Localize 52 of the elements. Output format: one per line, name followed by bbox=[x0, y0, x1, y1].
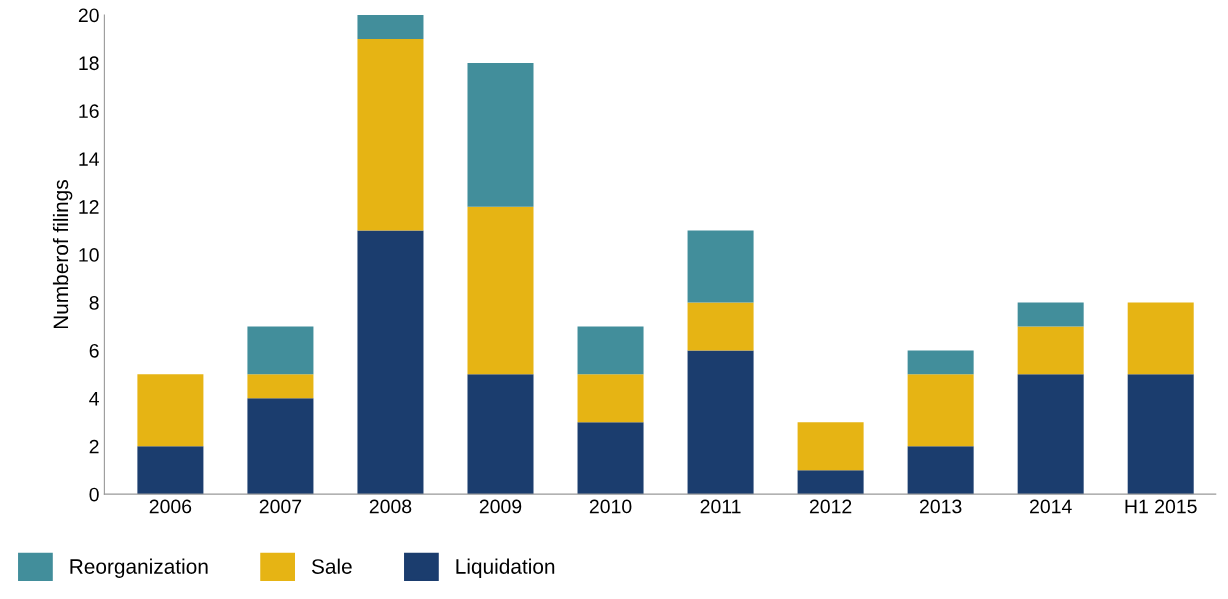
y-tick-label: 2 bbox=[89, 439, 99, 454]
bar bbox=[247, 374, 314, 399]
y-axis-title: Numberof filings bbox=[52, 180, 73, 329]
bar bbox=[467, 206, 534, 375]
x-tick-label: 2010 bbox=[589, 499, 632, 514]
x-tick-label: 2009 bbox=[479, 499, 522, 514]
y-tick-label: 6 bbox=[89, 343, 99, 358]
x-tick-label: 2008 bbox=[369, 499, 412, 514]
bar bbox=[577, 422, 644, 495]
x-tick-label: 2014 bbox=[1030, 499, 1072, 514]
bar bbox=[907, 374, 974, 447]
legend-label: Reorganization bbox=[70, 558, 208, 579]
bar bbox=[137, 446, 204, 495]
bar bbox=[467, 374, 534, 495]
bar bbox=[687, 230, 754, 303]
x-tick-label: 2006 bbox=[149, 499, 192, 514]
bar bbox=[577, 326, 644, 375]
bar bbox=[1017, 326, 1084, 375]
bar bbox=[687, 302, 754, 351]
y-tick-label: 10 bbox=[79, 248, 99, 262]
bar bbox=[1127, 302, 1194, 375]
y-tick-label: 0 bbox=[89, 487, 99, 502]
bar bbox=[247, 398, 314, 495]
x-tick-label: H1 2015 bbox=[1125, 499, 1197, 514]
bar bbox=[357, 230, 424, 495]
bar bbox=[687, 350, 754, 495]
x-tick-label: 2013 bbox=[919, 499, 962, 514]
bar bbox=[1127, 374, 1194, 495]
bar bbox=[797, 422, 864, 471]
x-tick-label: 2012 bbox=[809, 499, 852, 514]
bar bbox=[1017, 302, 1084, 327]
y-tick-label: 12 bbox=[79, 200, 99, 214]
y-tick-label: 20 bbox=[78, 8, 99, 23]
x-tick-label: 2007 bbox=[259, 499, 302, 514]
bar bbox=[247, 326, 314, 375]
y-tick-label: 16 bbox=[79, 104, 99, 119]
bar bbox=[137, 374, 204, 447]
bar bbox=[907, 350, 974, 375]
bar bbox=[907, 446, 974, 495]
bar bbox=[577, 374, 644, 423]
bar bbox=[1017, 374, 1084, 495]
bar bbox=[357, 14, 424, 39]
legend-label: Liquidation bbox=[456, 558, 555, 579]
y-tick-label: 4 bbox=[89, 392, 99, 406]
bar bbox=[797, 470, 864, 495]
bar bbox=[357, 38, 424, 231]
y-tick-label: 14 bbox=[79, 152, 99, 166]
legend-label: Sale bbox=[311, 558, 352, 574]
y-tick-label: 8 bbox=[89, 295, 99, 310]
bar bbox=[467, 62, 534, 207]
x-tick-label: 2011 bbox=[700, 499, 741, 514]
y-tick-label: 18 bbox=[79, 56, 99, 71]
